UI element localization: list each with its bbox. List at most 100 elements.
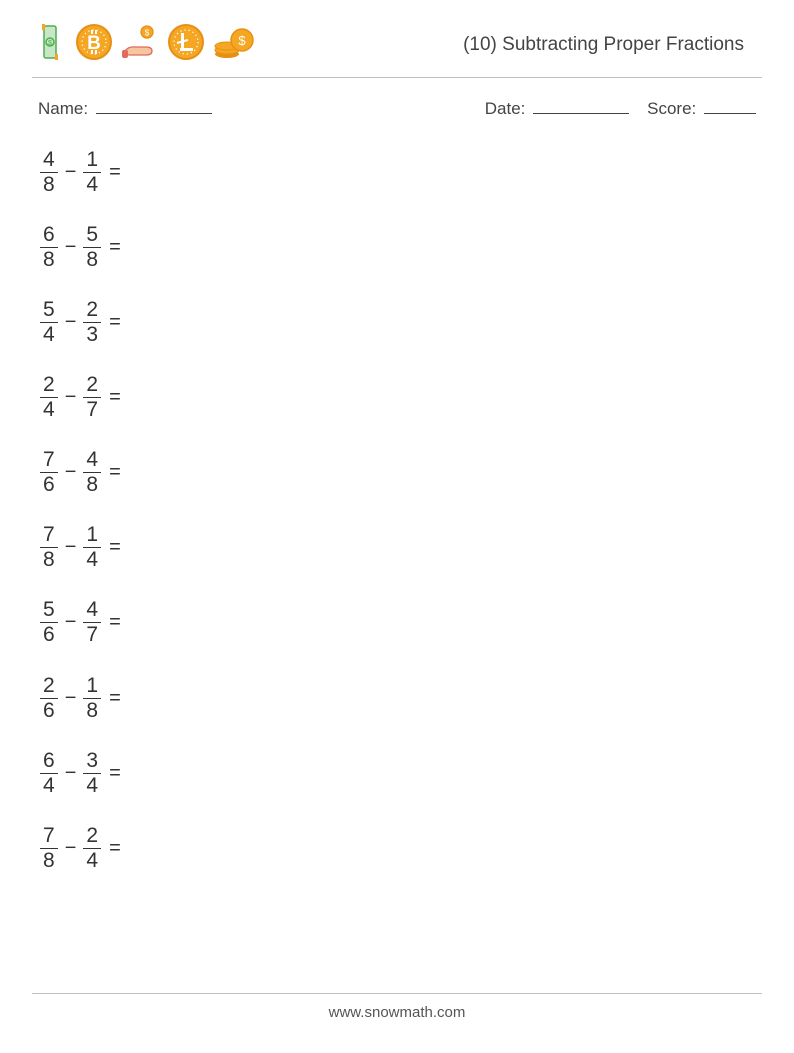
equals-sign: =	[109, 161, 121, 184]
problem-row: 78−24=	[40, 825, 762, 872]
fraction-numerator: 1	[83, 524, 101, 546]
minus-sign: −	[65, 837, 77, 860]
minus-sign: −	[65, 762, 77, 785]
fraction-denominator: 7	[83, 624, 101, 646]
svg-text:$: $	[238, 33, 246, 48]
problem-row: 26−18=	[40, 675, 762, 722]
fraction-denominator: 3	[83, 324, 101, 346]
equals-sign: =	[109, 762, 121, 785]
fraction-a: 24	[40, 374, 58, 421]
footer-text: www.snowmath.com	[329, 1004, 466, 1021]
equals-sign: =	[109, 837, 121, 860]
fraction-denominator: 8	[40, 549, 58, 571]
fraction-denominator: 4	[40, 399, 58, 421]
date-label: Date:	[485, 99, 526, 118]
name-field: Name:	[38, 96, 212, 119]
worksheet-title: (10) Subtracting Proper Fractions	[463, 34, 762, 56]
fraction-b: 48	[83, 449, 101, 496]
svg-text:B: B	[87, 33, 101, 54]
fraction-b: 23	[83, 299, 101, 346]
minus-sign: −	[65, 311, 77, 334]
coin-stack-icon: $	[212, 22, 256, 67]
fraction-a: 78	[40, 524, 58, 571]
fraction-denominator: 8	[40, 249, 58, 271]
minus-sign: −	[65, 687, 77, 710]
fraction-denominator: 7	[83, 399, 101, 421]
fraction-numerator: 5	[40, 599, 58, 621]
fraction-b: 27	[83, 374, 101, 421]
fraction-a: 54	[40, 299, 58, 346]
name-blank[interactable]	[96, 96, 212, 114]
fraction-numerator: 5	[83, 224, 101, 246]
fraction-numerator: 5	[40, 299, 58, 321]
fraction-a: 56	[40, 599, 58, 646]
fraction-a: 76	[40, 449, 58, 496]
money-bill-icon: $	[32, 22, 68, 67]
bitcoin-coin-icon: B	[74, 22, 114, 67]
svg-text:$: $	[145, 29, 150, 38]
info-row: Name: Date: Score:	[32, 96, 762, 119]
fraction-denominator: 4	[40, 775, 58, 797]
problem-row: 24−27=	[40, 374, 762, 421]
fraction-a: 26	[40, 675, 58, 722]
minus-sign: −	[65, 536, 77, 559]
date-field: Date:	[485, 96, 629, 119]
problem-row: 56−47=	[40, 599, 762, 646]
fraction-b: 34	[83, 750, 101, 797]
equals-sign: =	[109, 536, 121, 559]
fraction-numerator: 2	[83, 374, 101, 396]
fraction-a: 68	[40, 224, 58, 271]
fraction-denominator: 6	[40, 624, 58, 646]
score-blank[interactable]	[704, 96, 756, 114]
header-row: $ B	[32, 22, 762, 78]
footer: www.snowmath.com	[32, 993, 762, 1021]
fraction-denominator: 4	[83, 174, 101, 196]
problem-row: 76−48 =	[40, 449, 762, 496]
equals-sign: =	[109, 311, 121, 334]
fraction-b: 58	[83, 224, 101, 271]
fraction-a: 64	[40, 750, 58, 797]
fraction-denominator: 4	[83, 775, 101, 797]
minus-sign: −	[65, 236, 77, 259]
fraction-numerator: 4	[40, 149, 58, 171]
fraction-denominator: 4	[83, 850, 101, 872]
score-field: Score:	[647, 96, 756, 119]
equals-sign: =	[109, 461, 121, 484]
equals-sign: =	[109, 687, 121, 710]
minus-sign: −	[65, 386, 77, 409]
fraction-b: 47	[83, 599, 101, 646]
fraction-numerator: 7	[40, 825, 58, 847]
minus-sign: −	[65, 461, 77, 484]
fraction-numerator: 2	[83, 299, 101, 321]
fraction-b: 14	[83, 149, 101, 196]
hand-coin-icon: $	[120, 22, 160, 67]
problem-row: 68−58=	[40, 224, 762, 271]
problem-row: 78−1 4 =	[40, 524, 762, 571]
name-label: Name:	[38, 99, 88, 118]
fraction-denominator: 4	[83, 549, 101, 571]
fraction-b: 18	[83, 675, 101, 722]
problem-row: 64−34=	[40, 750, 762, 797]
fraction-numerator: 3	[83, 750, 101, 772]
problem-row: 48−14=	[40, 149, 762, 196]
litecoin-coin-icon	[166, 22, 206, 67]
fraction-numerator: 1	[83, 149, 101, 171]
fraction-denominator: 4	[40, 324, 58, 346]
score-label: Score:	[647, 99, 696, 118]
fraction-numerator: 6	[40, 750, 58, 772]
date-blank[interactable]	[533, 96, 629, 114]
equals-sign: =	[109, 386, 121, 409]
svg-text:$: $	[48, 40, 52, 47]
fraction-numerator: 2	[83, 825, 101, 847]
problem-row: 54−23=	[40, 299, 762, 346]
fraction-denominator: 8	[40, 850, 58, 872]
fraction-a: 78	[40, 825, 58, 872]
worksheet-page: $ B	[0, 0, 794, 1053]
fraction-numerator: 7	[40, 449, 58, 471]
fraction-numerator: 2	[40, 374, 58, 396]
fraction-denominator: 6	[40, 700, 58, 722]
minus-sign: −	[65, 161, 77, 184]
fraction-b: 24	[83, 825, 101, 872]
equals-sign: =	[109, 236, 121, 259]
fraction-numerator: 2	[40, 675, 58, 697]
